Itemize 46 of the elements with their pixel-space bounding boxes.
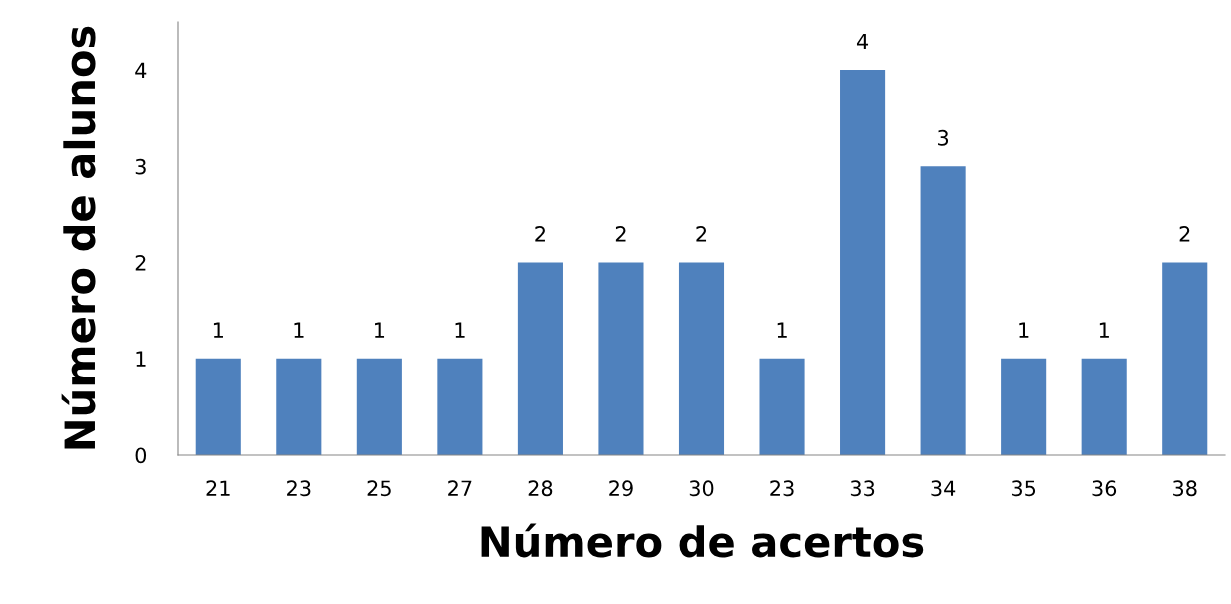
x-tick-label: 29 — [609, 480, 633, 497]
data-label: 3 — [938, 129, 949, 146]
x-tick-label: 35 — [1011, 480, 1036, 497]
data-label: 1 — [777, 322, 787, 338]
bar — [1001, 358, 1047, 455]
data-label: 2 — [1179, 226, 1190, 242]
y-tick-label: 0 — [135, 447, 147, 464]
x-tick-label: 33 — [850, 480, 875, 497]
y-tick-label: 3 — [135, 158, 146, 175]
y-tick-label: 1 — [136, 351, 146, 367]
data-label: 2 — [615, 226, 626, 242]
bar — [1162, 262, 1208, 455]
x-axis-title: Número de acertos — [481, 523, 924, 558]
data-label: 1 — [294, 322, 304, 338]
y-tick-label: 4 — [135, 62, 147, 79]
x-tick-label: 23 — [287, 480, 311, 497]
data-label: 2 — [696, 226, 707, 242]
bar — [437, 358, 483, 455]
bar — [598, 262, 644, 455]
bar — [759, 358, 805, 455]
y-axis-title: Número de alunos — [61, 26, 96, 449]
data-label: 4 — [856, 33, 869, 50]
bar — [678, 262, 725, 455]
data-label: 1 — [455, 322, 465, 338]
bar — [840, 70, 886, 455]
bar — [195, 358, 241, 455]
x-tick-label: 36 — [1092, 480, 1117, 497]
x-tick-label: 28 — [528, 480, 553, 497]
x-tick-label: 27 — [448, 480, 472, 496]
bar — [276, 358, 322, 455]
y-tick-label: 2 — [135, 255, 146, 271]
data-label: 1 — [213, 322, 223, 338]
bar — [1081, 358, 1127, 455]
data-label: 1 — [1099, 322, 1109, 338]
x-tick-label: 34 — [931, 480, 956, 497]
x-tick-label: 23 — [770, 480, 794, 497]
bar — [920, 166, 966, 455]
data-label: 1 — [375, 322, 385, 338]
x-tick-label: 30 — [689, 480, 714, 497]
bar — [517, 262, 563, 455]
x-tick-label: 25 — [367, 480, 391, 497]
x-tick-label: 38 — [1173, 480, 1197, 497]
x-tick-label: 21 — [206, 480, 230, 496]
data-label: 1 — [1019, 322, 1029, 338]
bar — [356, 358, 402, 455]
data-label: 2 — [535, 226, 545, 242]
